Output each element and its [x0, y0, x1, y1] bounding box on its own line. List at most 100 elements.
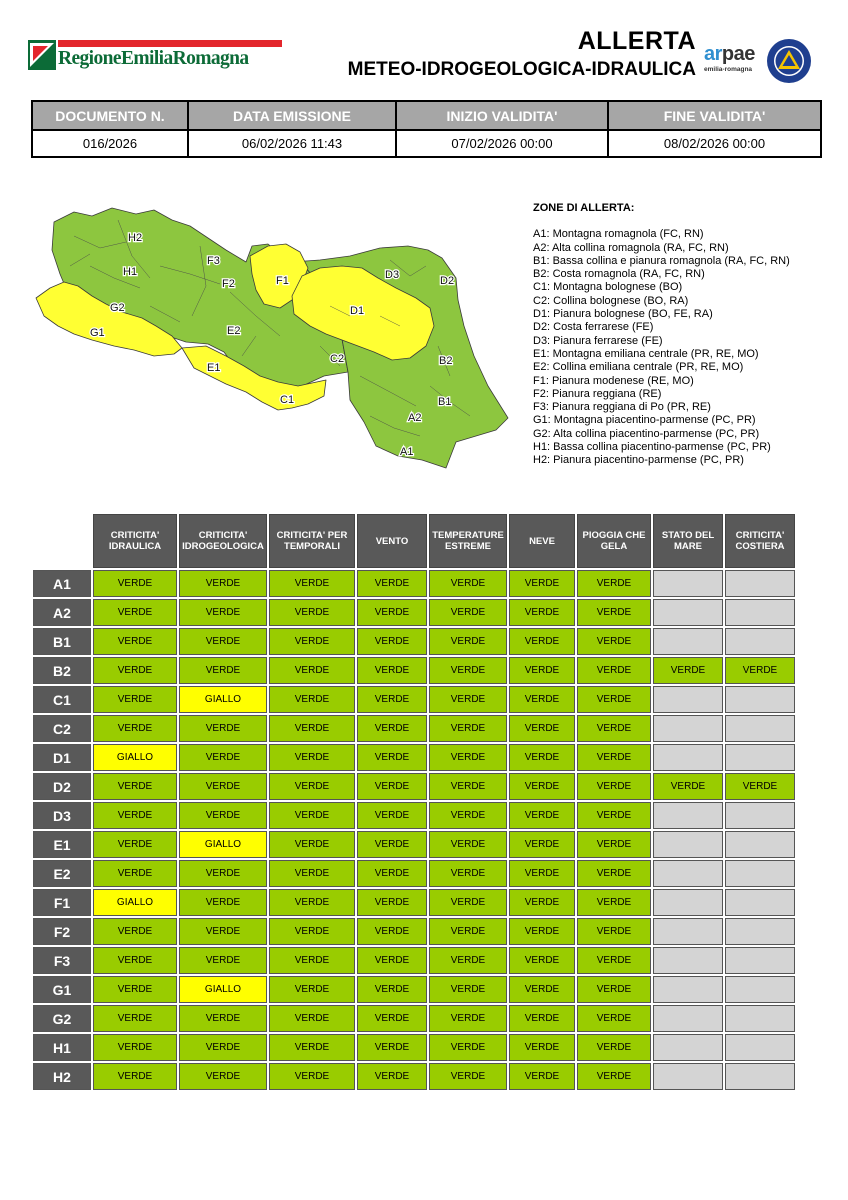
alert-level-cell: VERDE	[429, 657, 507, 684]
alert-level-cell: GIALLO	[179, 976, 267, 1003]
alert-level-cell: VERDE	[93, 628, 177, 655]
not-applicable-cell	[725, 1034, 795, 1061]
alert-column-header-line: TEMPERATURE	[432, 530, 504, 541]
map-label-g2: G2	[110, 302, 125, 314]
alert-level-cell: VERDE	[429, 628, 507, 655]
alert-level-cell: VERDE	[577, 947, 651, 974]
alert-level-cell: VERDE	[269, 686, 355, 713]
table-row: H2 VERDE VERDE VERDE VERDE VERDE VERDE VERDE	[33, 1063, 795, 1090]
alert-level-cell: VERDE	[653, 773, 723, 800]
alert-level-cell: VERDE	[93, 976, 177, 1003]
alert-level-cell: GIALLO	[179, 686, 267, 713]
alert-level-cell: VERDE	[509, 628, 575, 655]
zone-legend-item: F2: Pianura reggiana (RE)	[533, 387, 662, 400]
doc-header-numero: DOCUMENTO N.	[31, 100, 189, 131]
alert-column-header: CRITICITA' IDRAULICA	[93, 514, 177, 568]
zone-legend-item: C2: Collina bolognese (BO, RA)	[533, 294, 689, 307]
not-applicable-cell	[653, 599, 723, 626]
alert-column-header: STATO DEL MARE	[653, 514, 723, 568]
alert-level-cell: VERDE	[429, 1063, 507, 1090]
protezione-civile-logo-icon	[767, 39, 811, 83]
table-row: D3 VERDE VERDE VERDE VERDE VERDE VERDE VERDE	[33, 802, 795, 829]
alert-level-cell: VERDE	[357, 831, 427, 858]
map-label-h2: H2	[128, 232, 142, 244]
doc-value-emissione: 06/02/2026 11:43	[187, 129, 397, 158]
not-applicable-cell	[725, 831, 795, 858]
table-row: G1 VERDE GIALLO VERDE VERDE VERDE VERDE VERDE	[33, 976, 795, 1003]
alert-level-cell: VERDE	[93, 773, 177, 800]
alert-level-cell: VERDE	[577, 860, 651, 887]
map-label-d1: D1	[350, 305, 364, 317]
arpae-name-a: ar	[704, 43, 722, 65]
alert-level-cell: VERDE	[269, 628, 355, 655]
alert-level-cell: VERDE	[179, 599, 267, 626]
table-row: F2 VERDE VERDE VERDE VERDE VERDE VERDE VERDE	[33, 918, 795, 945]
table-row: B2 VERDE VERDE VERDE VERDE VERDE VERDE VERDE VER…	[33, 657, 795, 684]
table-row: C1 VERDE GIALLO VERDE VERDE VERDE VERDE VERDE	[33, 686, 795, 713]
zone-code-cell: D3	[33, 802, 91, 829]
alert-column-header: TEMPERATURE ESTREME	[429, 514, 507, 568]
table-row: H1 VERDE VERDE VERDE VERDE VERDE VERDE VERDE	[33, 1034, 795, 1061]
alert-level-cell: VERDE	[269, 744, 355, 771]
alert-level-cell: VERDE	[179, 570, 267, 597]
table-row: B1 VERDE VERDE VERDE VERDE VERDE VERDE VERDE	[33, 628, 795, 655]
doc-value-inizio: 07/02/2026 00:00	[395, 129, 609, 158]
map-zone-e1-yellow	[181, 345, 327, 411]
zone-legend-item: E2: Collina emiliana centrale (PR, RE, M…	[533, 361, 744, 374]
alert-level-cell: VERDE	[429, 686, 507, 713]
alert-level-cell: VERDE	[269, 1063, 355, 1090]
alert-level-cell: VERDE	[429, 860, 507, 887]
zone-code-cell: H2	[33, 1063, 91, 1090]
zone-legend-item: D1: Pianura bolognese (BO, FE, RA)	[533, 308, 713, 321]
alert-level-cell: VERDE	[269, 947, 355, 974]
alert-level-cell: VERDE	[269, 976, 355, 1003]
map-zone-d1-yellow	[291, 265, 435, 361]
zone-code-cell: E1	[33, 831, 91, 858]
alert-column-header-line: PIOGGIA CHE	[582, 530, 646, 541]
alert-column-header: CRITICITA' COSTIERA	[725, 514, 795, 568]
alert-zones-map: H2 H1 G2 G1 F3 F2 F1 E2 E1 D1 D2 D3 C1 C…	[35, 207, 509, 469]
doc-value-fine: 08/02/2026 00:00	[607, 129, 822, 158]
not-applicable-cell	[725, 976, 795, 1003]
document-info-table: DOCUMENTO N. DATA EMISSIONE INIZIO VALID…	[31, 100, 822, 158]
alert-level-cell: VERDE	[357, 1034, 427, 1061]
alert-column-header-line: VENTO	[375, 535, 409, 547]
not-applicable-cell	[725, 802, 795, 829]
alert-level-cell: VERDE	[269, 889, 355, 916]
alert-level-cell: VERDE	[357, 1005, 427, 1032]
alert-level-cell: VERDE	[269, 860, 355, 887]
table-row: C2 VERDE VERDE VERDE VERDE VERDE VERDE VERDE	[33, 715, 795, 742]
alert-level-cell: VERDE	[269, 570, 355, 597]
alert-column-header-line: TEMPORALI	[284, 541, 340, 552]
alert-level-cell: VERDE	[93, 1063, 177, 1090]
alert-column-header: PIOGGIA CHE GELA	[577, 514, 651, 568]
alert-column-header-line: IDRAULICA	[108, 541, 162, 552]
map-label-g1: G1	[90, 327, 105, 339]
alert-level-cell: VERDE	[93, 831, 177, 858]
alert-level-cell: VERDE	[93, 1005, 177, 1032]
alert-level-cell: VERDE	[509, 1034, 575, 1061]
alert-level-cell: VERDE	[577, 918, 651, 945]
alert-level-cell: VERDE	[179, 744, 267, 771]
alert-level-cell: VERDE	[269, 773, 355, 800]
alert-level-cell: VERDE	[509, 918, 575, 945]
zone-legend-item: F1: Pianura modenese (RE, MO)	[533, 374, 694, 387]
alert-level-cell: VERDE	[577, 1063, 651, 1090]
alert-level-cell: VERDE	[429, 889, 507, 916]
doc-header-emissione: DATA EMISSIONE	[187, 100, 397, 131]
map-label-c1: C1	[280, 394, 294, 406]
not-applicable-cell	[653, 947, 723, 974]
alert-column-header-line: ESTREME	[445, 541, 491, 552]
alert-level-cell: VERDE	[179, 889, 267, 916]
alert-level-cell: VERDE	[509, 715, 575, 742]
zone-code-cell: G1	[33, 976, 91, 1003]
alert-level-cell: VERDE	[509, 657, 575, 684]
alert-column-header-line: GELA	[600, 541, 628, 552]
alert-level-cell: VERDE	[93, 657, 177, 684]
zone-legend-item: D3: Pianura ferrarese (FE)	[533, 334, 663, 347]
alert-level-cell: VERDE	[269, 802, 355, 829]
alert-level-cell: VERDE	[269, 918, 355, 945]
zone-legend-item: F3: Pianura reggiana di Po (PR, RE)	[533, 401, 711, 414]
alert-column-header-line: CRITICITA'	[198, 530, 248, 541]
zones-legend: ZONE DI ALLERTA: A1: Montagna romagnola …	[533, 202, 833, 468]
